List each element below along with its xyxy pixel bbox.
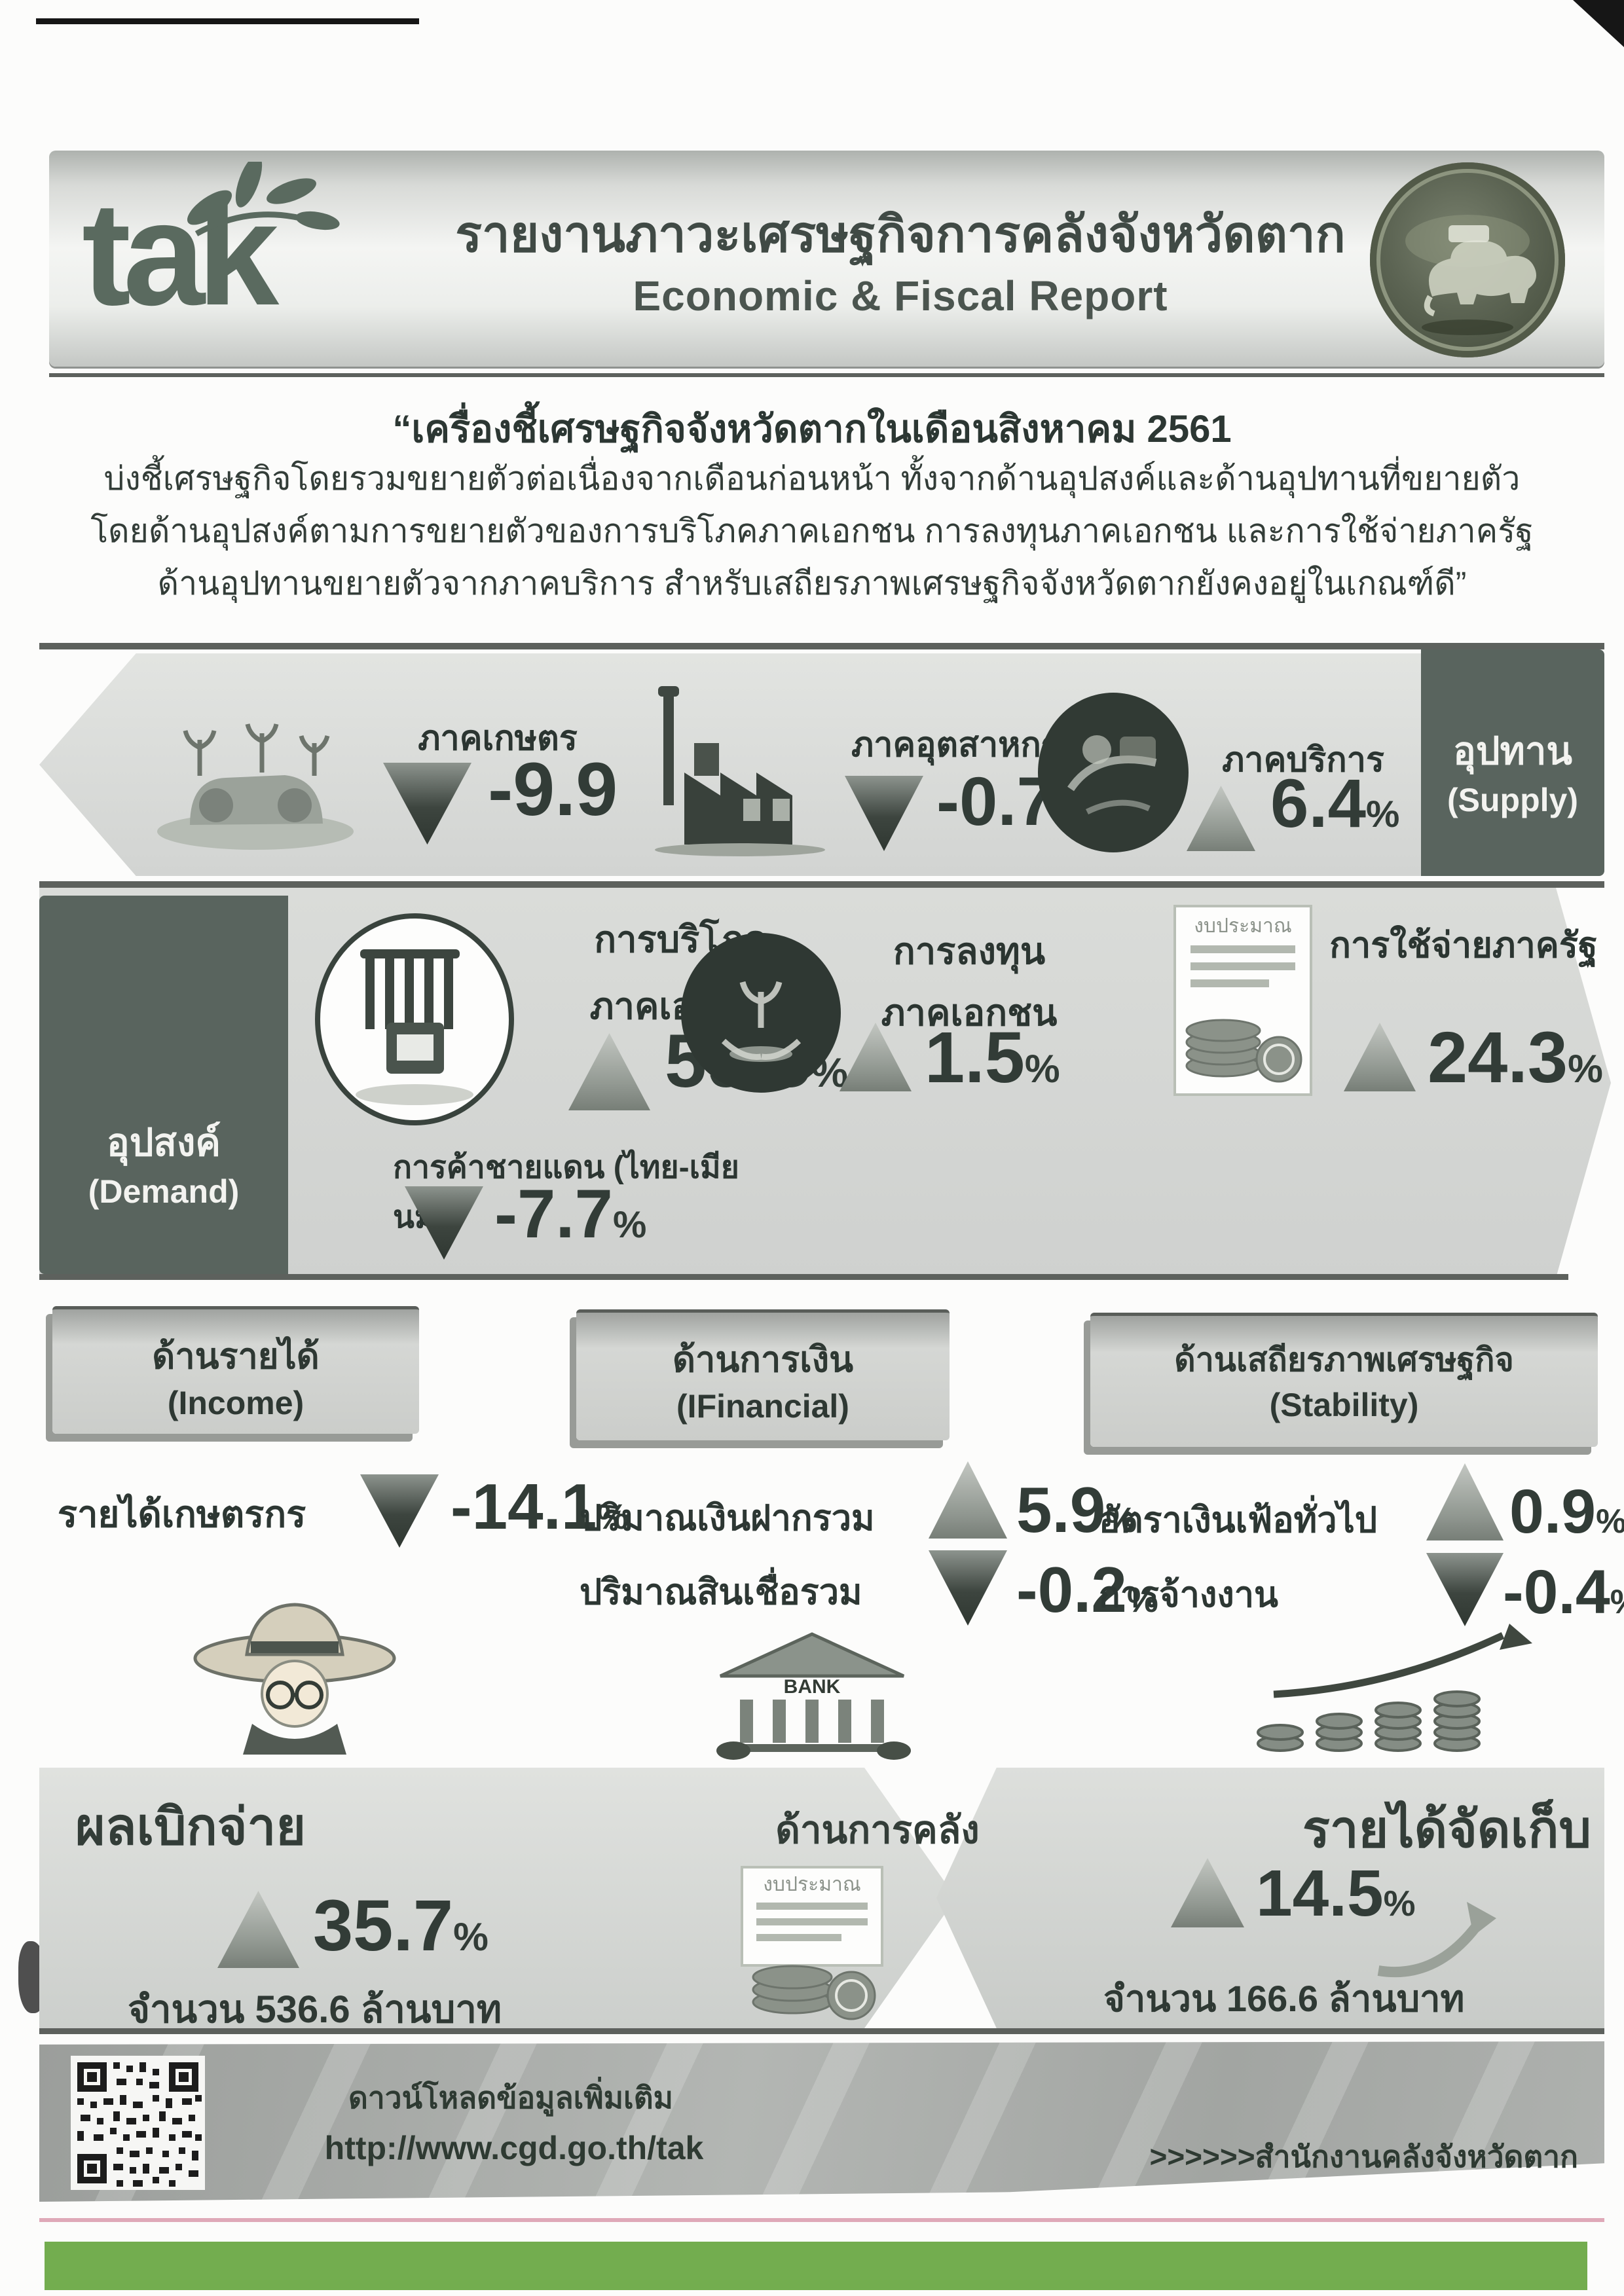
growth-arrow-icon [1377, 1902, 1496, 1978]
employment-arrow-icon [1426, 1553, 1504, 1626]
summary-line-1: บ่งชี้เศรษฐกิจโดยรวมขยายตัวต่อเนื่องจากเ… [103, 460, 1521, 497]
revenue-amount: จำนวน 166.6 ล้านบาท [1103, 1978, 1465, 2019]
services-label: ภาคบริการ [1222, 741, 1384, 779]
income-panel-header: ด้านรายได้ (Income) [52, 1306, 419, 1434]
financial-panel-title-th: ด้านการเงิน [672, 1340, 854, 1379]
financial-panel-header: ด้านการเงิน (IFinancial) [576, 1309, 950, 1440]
pink-scan-line [39, 2218, 1604, 2222]
consumption-arrow-icon [568, 1033, 650, 1110]
footer-green-bar [45, 2242, 1587, 2290]
revenue-ribbon [936, 1768, 1604, 2028]
investment-icon [681, 933, 841, 1093]
disbursement-value: 35.7% [313, 1886, 489, 1966]
disbursement-arrow-icon [217, 1891, 299, 1968]
investment-value: 1.5% [925, 1017, 1060, 1098]
government-budget-icon: งบประมาณ [1173, 905, 1312, 1096]
download-url: http://www.cgd.go.th/tak [324, 2130, 704, 2166]
demand-title-en: (Demand) [88, 1173, 240, 1210]
coins-growth-icon [1257, 1624, 1532, 1752]
credits-value: -0.2% [1016, 1554, 1158, 1626]
services-icon [1038, 693, 1189, 852]
bank-icon: BANK [716, 1632, 911, 1760]
industry-icon [655, 686, 825, 856]
scan-artifact-corner [1573, 0, 1624, 47]
deposits-label: ปริมาณเงินฝากรวม [580, 1499, 875, 1538]
government-value: 24.3% [1428, 1017, 1603, 1098]
fiscal-budget-caption: งบประมาณ [763, 1874, 860, 1895]
credits-label: ปริมาณสินเชื่อรวม [580, 1573, 862, 1612]
consumption-icon [315, 913, 514, 1125]
income-panel-title-en: (Income) [167, 1385, 304, 1421]
agriculture-icon [157, 723, 354, 850]
report-title-th: รายงานภาวะเศรษฐกิจการคลังจังหวัดตาก [455, 207, 1346, 263]
government-arrow-icon [1344, 1023, 1416, 1091]
revenue-arrow-icon [1171, 1858, 1244, 1927]
investment-label-1: การลงทุน [893, 930, 1046, 972]
investment-label-2: ภาคเอกชน [881, 992, 1058, 1033]
scan-artifact-line [36, 18, 419, 24]
border-trade-arrow-icon [405, 1186, 483, 1260]
services-value: 6.4% [1270, 765, 1400, 842]
supply-title-en: (Supply) [1447, 782, 1578, 818]
header-divider [49, 373, 1604, 377]
inflation-arrow-icon [1426, 1463, 1504, 1540]
government-label: การใช้จ่ายภาครัฐ [1329, 926, 1598, 965]
supply-title-box: อุปทาน (Supply) [1421, 649, 1604, 876]
stability-panel-title-en: (Stability) [1269, 1387, 1419, 1423]
qr-code [71, 2056, 205, 2190]
farmer-income-label: รายได้เกษตรกร [58, 1493, 306, 1535]
provincial-seal [1370, 162, 1565, 357]
employment-value: -0.4% [1503, 1558, 1624, 1627]
fiscal-center-title: ด้านการคลัง [775, 1809, 980, 1851]
agriculture-arrow-icon [383, 763, 471, 845]
stability-panel-title-th: ด้านเสถียรภาพเศรษฐกิจ [1174, 1341, 1514, 1378]
footer-band [39, 2041, 1604, 2202]
farmer-income-arrow-icon [360, 1474, 439, 1548]
revenue-title: รายได้จัดเก็บ [1302, 1800, 1591, 1858]
border-trade-value: -7.7% [494, 1176, 647, 1252]
fiscal-bottom-border [39, 2028, 1604, 2034]
financial-panel-title-en: (IFinancial) [676, 1388, 849, 1425]
summary-line-3: ด้านอุปทานขยายตัวจากภาคบริการ สำหรับเสถี… [157, 565, 1467, 602]
demand-title-box: อุปสงค์ (Demand) [39, 896, 288, 1274]
farmer-icon [193, 1603, 396, 1755]
supply-title-th: อุปทาน [1452, 730, 1573, 773]
agency-name: >>>>>>สำนักงานคลังจังหวัดตาก [1149, 2140, 1578, 2174]
agriculture-value: -9.9 [488, 748, 618, 831]
leaf-icon [187, 162, 340, 236]
deposits-arrow-icon [929, 1461, 1007, 1539]
deposits-value: 5.9% [1016, 1474, 1137, 1546]
farmer-income-value: -14.1% [451, 1470, 629, 1542]
tak-logo: tak [82, 162, 340, 327]
demand-bottom-border [39, 1274, 1568, 1280]
revenue-value: 14.5% [1256, 1857, 1416, 1930]
demand-title-th: อุปสงค์ [106, 1121, 221, 1164]
stability-panel-header: ด้านเสถียรภาพเศรษฐกิจ (Stability) [1090, 1313, 1598, 1447]
elephant-icon [1405, 215, 1536, 335]
summary-headline: “เครื่องชี้เศรษฐกิจจังหวัดตากในเดือนสิงห… [392, 408, 1232, 450]
download-label: ดาวน์โหลดข้อมูลเพิ่มเติม [348, 2081, 673, 2115]
supply-top-border [39, 643, 1604, 649]
investment-arrow-icon [840, 1023, 912, 1091]
fiscal-budget-icon: งบประมาณ [741, 1866, 883, 2020]
inflation-label: อัตราเงินเฟ้อทั่วไป [1099, 1501, 1378, 1540]
disbursement-amount: จำนวน 536.6 ล้านบาท [128, 1988, 502, 2031]
report-header: tak รายงานภาวะเศรษฐกิจการคลังจังหวัดตาก … [49, 151, 1604, 367]
summary-line-2: โดยด้านอุปสงค์ตามการขยายตัวของการบริโภคภ… [90, 513, 1534, 549]
disbursement-title: ผลเบิกจ่าย [75, 1798, 306, 1855]
demand-top-border [39, 881, 1604, 888]
report-title-en: Economic & Fiscal Report [633, 272, 1168, 319]
inflation-value: 0.9% [1509, 1477, 1624, 1546]
agriculture-label: ภาคเกษตร [418, 720, 578, 757]
employment-label: การจ้างงาน [1099, 1575, 1278, 1614]
bank-sign-text: BANK [784, 1676, 841, 1698]
services-arrow-icon [1187, 786, 1255, 851]
government-budget-caption: งบประมาณ [1194, 915, 1291, 937]
industry-arrow-icon [845, 776, 923, 851]
income-panel-title-th: ด้านรายได้ [152, 1337, 320, 1376]
credits-arrow-icon [929, 1550, 1007, 1626]
